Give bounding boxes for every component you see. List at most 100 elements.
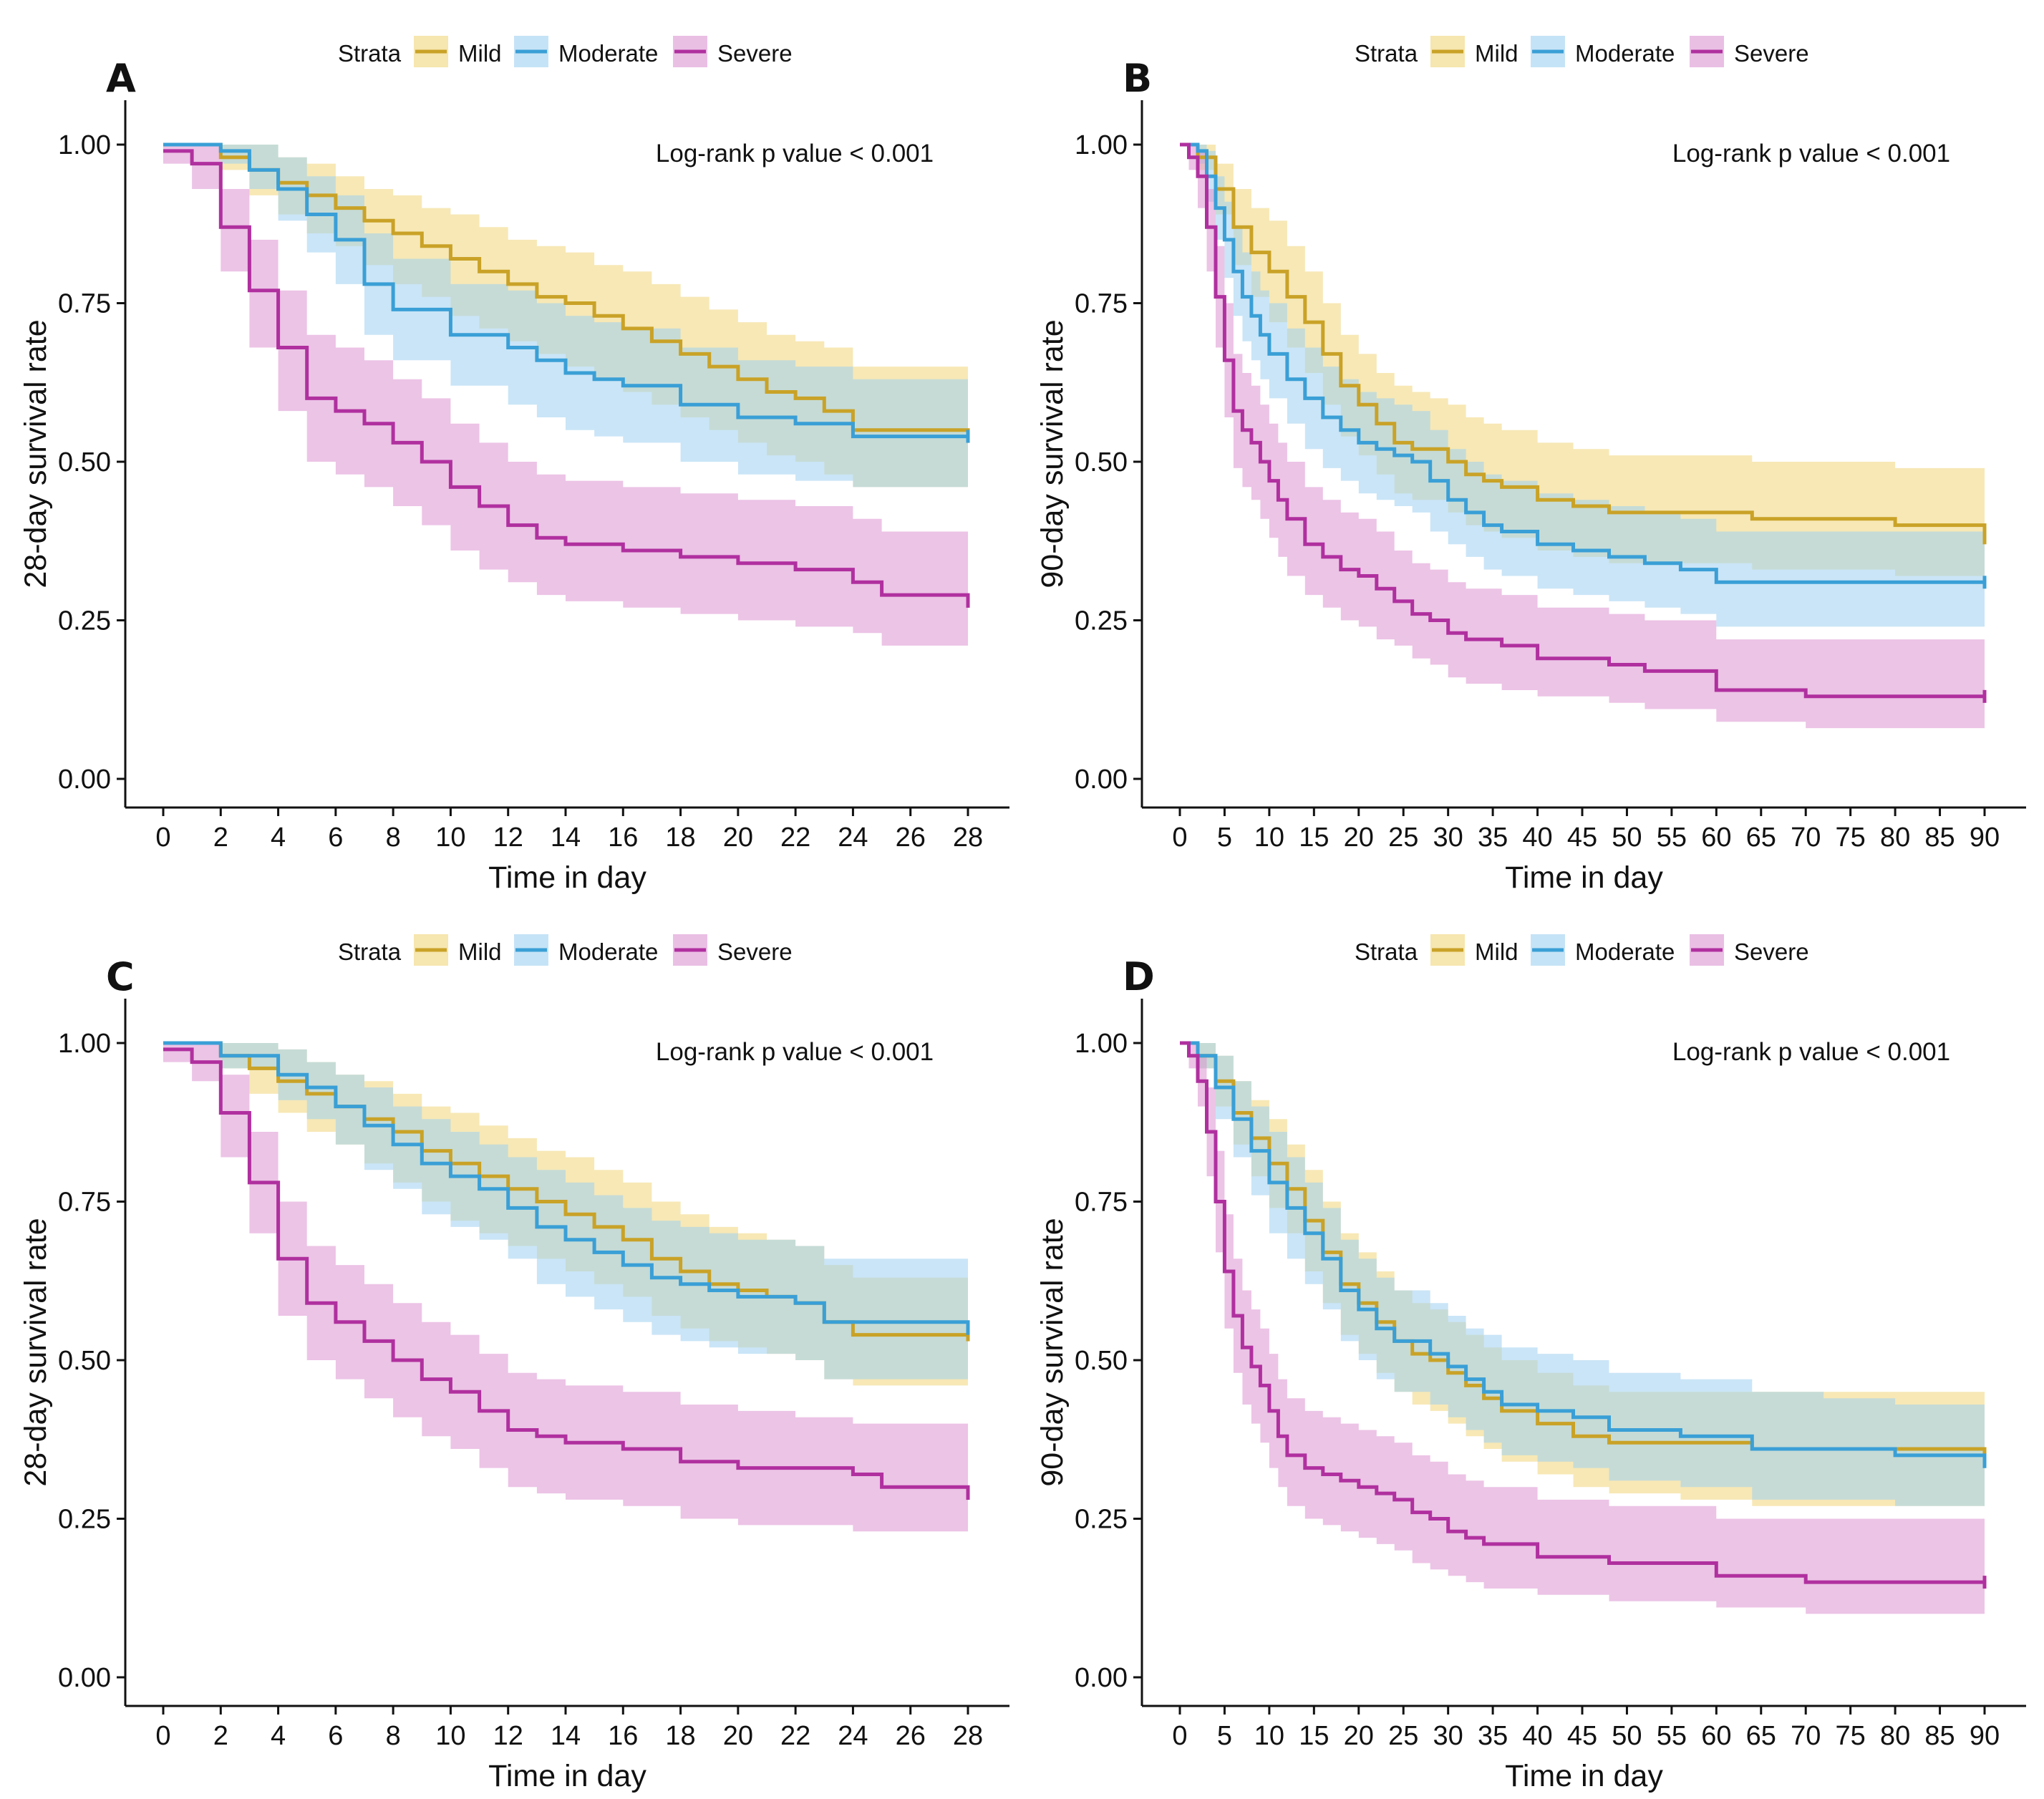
x-tick-label: 60: [1701, 1721, 1731, 1751]
y-axis-label: 90-day survival rate: [1035, 319, 1070, 588]
x-tick-label: 15: [1299, 823, 1329, 853]
x-tick-label: 90: [1970, 1721, 2000, 1751]
y-tick-label: 0.00: [1075, 765, 1128, 795]
legend-label-mild: Mild: [458, 939, 502, 965]
legend: Strata Mild Moderate Severe: [1355, 934, 1809, 966]
panel-letter: D: [1123, 954, 1155, 999]
x-tick-label: 60: [1701, 823, 1731, 853]
y-tick-label: 0.00: [58, 1663, 111, 1693]
x-tick-label: 30: [1433, 823, 1463, 853]
x-tick-label: 80: [1880, 1721, 1910, 1751]
x-tick-label: 2: [213, 1721, 228, 1751]
y-tick-label: 0.00: [1075, 1663, 1128, 1693]
x-tick-label: 5: [1217, 823, 1232, 853]
y-axis-label: 90-day survival rate: [1035, 1218, 1070, 1486]
x-tick-label: 4: [271, 1721, 286, 1751]
survival-line-moderate: [163, 142, 968, 439]
x-tick-label: 18: [665, 1721, 695, 1751]
x-tick-label: 4: [271, 823, 286, 853]
x-tick-label: 35: [1478, 823, 1508, 853]
ci-band-moderate: [1180, 1043, 1985, 1513]
ci-band-severe: [163, 1043, 968, 1532]
legend-label-severe: Severe: [717, 40, 793, 67]
legend-title: Strata: [338, 40, 402, 67]
x-tick-label: 20: [723, 1721, 753, 1751]
y-tick-label: 1.00: [58, 1029, 111, 1059]
ci-band-moderate: [1180, 145, 1985, 634]
legend: Strata Mild Moderate Severe: [1355, 36, 1809, 67]
survival-line-moderate: [1180, 1041, 1987, 1462]
legend-label-moderate: Moderate: [1575, 939, 1675, 965]
x-tick-label: 16: [608, 823, 638, 853]
legend-label-mild: Mild: [458, 40, 502, 67]
y-tick-label: 0.25: [1075, 606, 1128, 636]
x-tick-label: 0: [1172, 823, 1187, 853]
x-tick-label: 50: [1612, 1721, 1642, 1751]
legend-label-moderate: Moderate: [558, 40, 658, 67]
x-tick-label: 45: [1567, 823, 1597, 853]
x-tick-label: 12: [493, 823, 523, 853]
x-tick-label: 12: [493, 1721, 523, 1751]
survival-line-severe: [1180, 1041, 1985, 1584]
x-tick-label: 90: [1970, 823, 2000, 853]
legend: Strata Mild Moderate Severe: [338, 934, 793, 966]
x-axis-label: Time in day: [1505, 1759, 1663, 1793]
x-tick-label: 10: [1254, 823, 1284, 853]
x-tick-label: 22: [780, 1721, 810, 1751]
x-tick-label: 18: [665, 823, 695, 853]
x-tick-label: 2: [213, 823, 228, 853]
x-tick-label: 20: [723, 823, 753, 853]
survival-line-mild: [1180, 142, 1987, 538]
x-tick-label: 5: [1217, 1721, 1232, 1751]
ci-band-severe: [163, 145, 968, 646]
x-tick-label: 6: [328, 1721, 343, 1751]
log-rank-annotation: Log-rank p value < 0.001: [656, 1038, 934, 1066]
survival-line-mild: [163, 1041, 968, 1337]
y-axis-label: 28-day survival rate: [19, 319, 53, 588]
survival-line-moderate: [1180, 142, 1985, 584]
x-tick-label: 25: [1388, 1721, 1418, 1751]
x-tick-label: 70: [1791, 823, 1821, 853]
survival-line-severe: [1180, 142, 1985, 699]
y-tick-label: 0.25: [58, 606, 111, 636]
x-tick-label: 22: [780, 823, 810, 853]
panel-a: A Strata Mild Moderate Severe 0.00 0.25 0.50 0.7…: [19, 36, 1009, 895]
x-tick-label: 10: [435, 1721, 465, 1751]
log-rank-annotation: Log-rank p value < 0.001: [1672, 1038, 1950, 1066]
legend-label-severe: Severe: [1734, 40, 1809, 67]
x-tick-label: 85: [1924, 1721, 1955, 1751]
y-tick-label: 1.00: [1075, 1029, 1128, 1059]
y-tick-label: 0.75: [58, 289, 111, 319]
panel-letter: B: [1123, 56, 1152, 101]
y-tick-label: 0.75: [1075, 1188, 1128, 1218]
x-axis-label: Time in day: [488, 860, 646, 895]
x-tick-label: 8: [386, 1721, 401, 1751]
x-tick-label: 80: [1880, 823, 1910, 853]
x-tick-label: 85: [1924, 823, 1955, 853]
x-tick-label: 20: [1344, 823, 1374, 853]
log-rank-annotation: Log-rank p value < 0.001: [1672, 140, 1950, 168]
x-axis-label: Time in day: [1505, 860, 1663, 895]
y-tick-label: 0.75: [1075, 289, 1128, 319]
x-tick-label: 75: [1836, 1721, 1866, 1751]
panel-d: D Strata Mild Moderate Severe 0.00 0.25 0.50 0.7…: [1035, 934, 2026, 1793]
legend-label-moderate: Moderate: [558, 939, 658, 965]
y-tick-label: 1.00: [58, 130, 111, 160]
y-tick-label: 0.50: [58, 1346, 111, 1376]
x-tick-label: 35: [1478, 1721, 1508, 1751]
x-tick-label: 14: [551, 1721, 581, 1751]
x-tick-label: 26: [896, 1721, 926, 1751]
survival-line-severe: [163, 1047, 970, 1494]
legend-title: Strata: [1355, 939, 1418, 965]
x-tick-label: 24: [838, 823, 868, 853]
x-tick-label: 26: [896, 823, 926, 853]
y-tick-label: 1.00: [1075, 130, 1128, 160]
x-tick-label: 45: [1567, 1721, 1597, 1751]
x-tick-label: 24: [838, 1721, 868, 1751]
x-tick-label: 10: [1254, 1721, 1284, 1751]
log-rank-annotation: Log-rank p value < 0.001: [656, 140, 934, 168]
survival-line-moderate: [163, 1041, 970, 1329]
y-tick-label: 0.50: [1075, 447, 1128, 477]
x-tick-label: 30: [1433, 1721, 1463, 1751]
